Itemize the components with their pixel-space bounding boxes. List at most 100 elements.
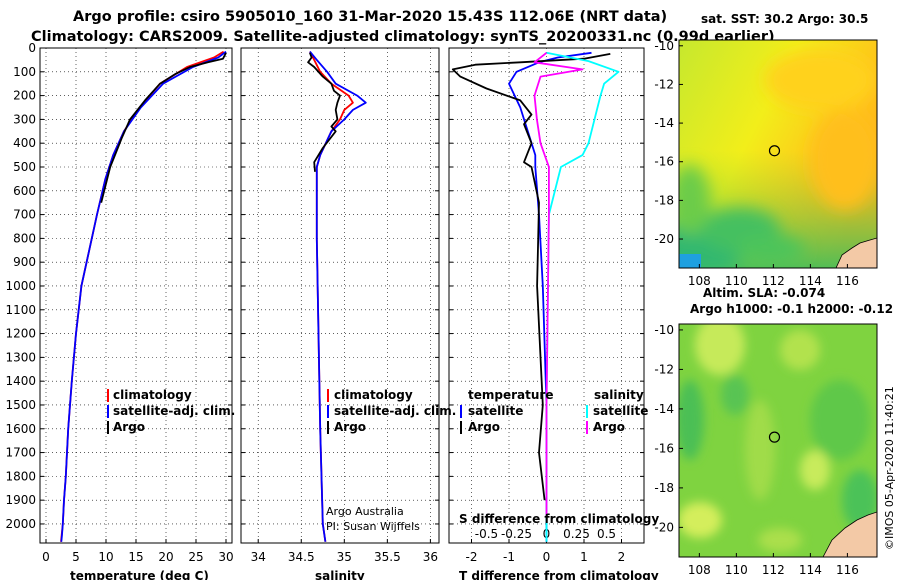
sst-map-image <box>679 40 877 268</box>
x-tick-label: 2 <box>618 550 626 564</box>
map-x-tick-label: 114 <box>799 563 822 577</box>
legend-s-satellite-label: satellite <box>593 404 648 418</box>
legend-temperature-header: temperature <box>468 388 553 402</box>
temperature-lines <box>60 50 227 542</box>
footer-timestamp: ©IMOS 05-Apr-2020 11:40:21 <box>883 386 896 550</box>
map-y-tick-label: -20 <box>654 520 674 534</box>
depth-tick-label: 700 <box>13 208 36 222</box>
legend-argo-label: Argo <box>113 420 145 434</box>
difference-lines <box>451 51 620 542</box>
series-line-t-satellite <box>508 51 592 542</box>
x-tick-label: 15 <box>128 550 143 564</box>
sla-map-image <box>679 324 877 557</box>
x-tick-label: 30 <box>218 550 233 564</box>
credit-line1: Argo Australia <box>326 505 404 518</box>
temperature-grid <box>40 47 232 543</box>
x-tick-label: 0 <box>42 550 50 564</box>
sst-profile-marker <box>768 145 781 157</box>
sst-cold-corner <box>679 254 701 268</box>
difference-panel: -2 -1 0 1 2 -0.5 -0.25 0 0.25 0.5 T difference f… <box>448 47 659 580</box>
credit-line2: PI: Susan Wijffels <box>326 520 420 533</box>
legend-argo-label: Argo <box>334 420 366 434</box>
sla-map-ticks: 108 110 112 114 116 -10 -12 -14 -16 -18 -20 <box>654 323 858 577</box>
x-tick-label: 35.5 <box>374 550 401 564</box>
map-y-tick-label: -16 <box>654 441 674 455</box>
figure-title-line2: Climatology: CARS2009. Satellite-adjuste… <box>31 29 775 45</box>
map-y-tick-label: -12 <box>654 77 674 91</box>
temperature-x-ticks: 0 5 10 15 20 25 30 <box>40 47 234 564</box>
difference-legend: temperature salinity satellite Argo sate… <box>460 388 648 434</box>
figure-title-line1: Argo profile: csiro 5905010_160 31-Mar-2… <box>73 9 667 25</box>
salinity-diff-tick-label: -0.5 <box>475 527 498 541</box>
x-tick-label: -1 <box>503 550 515 564</box>
salinity-difference-ticks: -0.5 -0.25 0 0.25 0.5 <box>475 527 616 541</box>
salinity-difference-label: S difference from climatology <box>459 512 659 526</box>
x-tick-label: 20 <box>158 550 173 564</box>
x-tick-label: 35 <box>337 550 352 564</box>
sla-coastline <box>822 511 877 557</box>
sla-map-panel: Altim. SLA: -0.074 Argo h1000: -0.1 h200… <box>654 286 893 577</box>
map-y-tick-label: -18 <box>654 193 674 207</box>
sst-map-title: sat. SST: 30.2 Argo: 30.5 <box>701 12 868 26</box>
series-line-argo <box>307 52 341 172</box>
salinity-grid <box>241 47 439 543</box>
legend-climatology-label: climatology <box>334 388 413 402</box>
depth-tick-label: 2000 <box>5 517 36 531</box>
x-tick-label: 25 <box>188 550 203 564</box>
map-y-tick-label: -20 <box>654 232 674 246</box>
legend-satellite-label: satellite-adj. clim. <box>113 404 235 418</box>
map-x-tick-label: 110 <box>725 274 748 288</box>
depth-tick-label: 500 <box>13 160 36 174</box>
series-line-satellite-adj-clim- <box>309 51 367 542</box>
map-y-tick-label: -12 <box>654 362 674 376</box>
sst-coastline <box>835 237 877 268</box>
series-line-satellite-adj-clim- <box>60 50 227 542</box>
sla-patches <box>679 324 877 552</box>
map-x-tick-label: 112 <box>762 274 785 288</box>
sst-map-frame <box>678 39 878 269</box>
map-x-tick-label: 114 <box>799 274 822 288</box>
salinity-diff-tick-label: -0.25 <box>501 527 532 541</box>
depth-tick-label: 1700 <box>5 446 36 460</box>
series-line-argo <box>100 52 227 203</box>
series-line-s-argo <box>533 52 584 517</box>
x-tick-label: 1 <box>580 550 588 564</box>
depth-tick-label: 1800 <box>5 469 36 483</box>
x-tick-label: 34.5 <box>288 550 315 564</box>
legend-t-satellite-label: satellite <box>468 404 523 418</box>
sst-map-ticks: 108 110 112 114 116 -10 -12 -14 -16 -18 -20 <box>654 39 858 288</box>
difference-x-ticks: -2 -1 0 1 2 <box>449 47 644 564</box>
depth-tick-label: 400 <box>13 136 36 150</box>
depth-tick-label: 1000 <box>5 279 36 293</box>
sla-map-title-line2: Argo h1000: -0.1 h2000: -0.12 <box>690 302 893 316</box>
series-line-t-argo <box>451 53 611 501</box>
difference-x-label: T difference from climatology <box>459 569 659 580</box>
series-line-s-satellite <box>545 51 620 542</box>
x-tick-label: -2 <box>466 550 478 564</box>
map-y-tick-label: -16 <box>654 155 674 169</box>
salinity-diff-tick-label: 0.5 <box>597 527 616 541</box>
depth-tick-label: 800 <box>13 231 36 245</box>
depth-tick-label: 600 <box>13 184 36 198</box>
depth-tick-label: 900 <box>13 255 36 269</box>
salinity-axes-frame <box>240 47 440 544</box>
map-y-tick-label: -14 <box>654 116 674 130</box>
x-tick-label: 5 <box>72 550 80 564</box>
map-x-tick-label: 116 <box>836 274 859 288</box>
depth-tick-label: 100 <box>13 65 36 79</box>
salinity-panel: 34 34.5 35 35.5 36 salinity climatology sate… <box>240 47 456 580</box>
sla-map-title-line1: Altim. SLA: -0.074 <box>703 286 825 300</box>
series-line-climatology <box>60 50 225 542</box>
temperature-legend: climatology satellite-adj. clim. Argo <box>107 388 235 434</box>
sst-cool-patches <box>679 50 877 268</box>
temperature-panel: 0100200300400500600700800900100011001200… <box>5 41 235 580</box>
depth-tick-label: 1300 <box>5 350 36 364</box>
x-tick-label: 0 <box>543 550 551 564</box>
map-x-tick-label: 108 <box>688 563 711 577</box>
legend-t-argo-label: Argo <box>468 420 500 434</box>
depth-tick-label: 1500 <box>5 398 36 412</box>
sst-map-panel: sat. SST: 30.2 Argo: 30.5 108 110 112 114 11… <box>654 12 878 288</box>
legend-s-argo-label: Argo <box>593 420 625 434</box>
depth-tick-label: 1400 <box>5 374 36 388</box>
depth-tick-label: 1100 <box>5 303 36 317</box>
